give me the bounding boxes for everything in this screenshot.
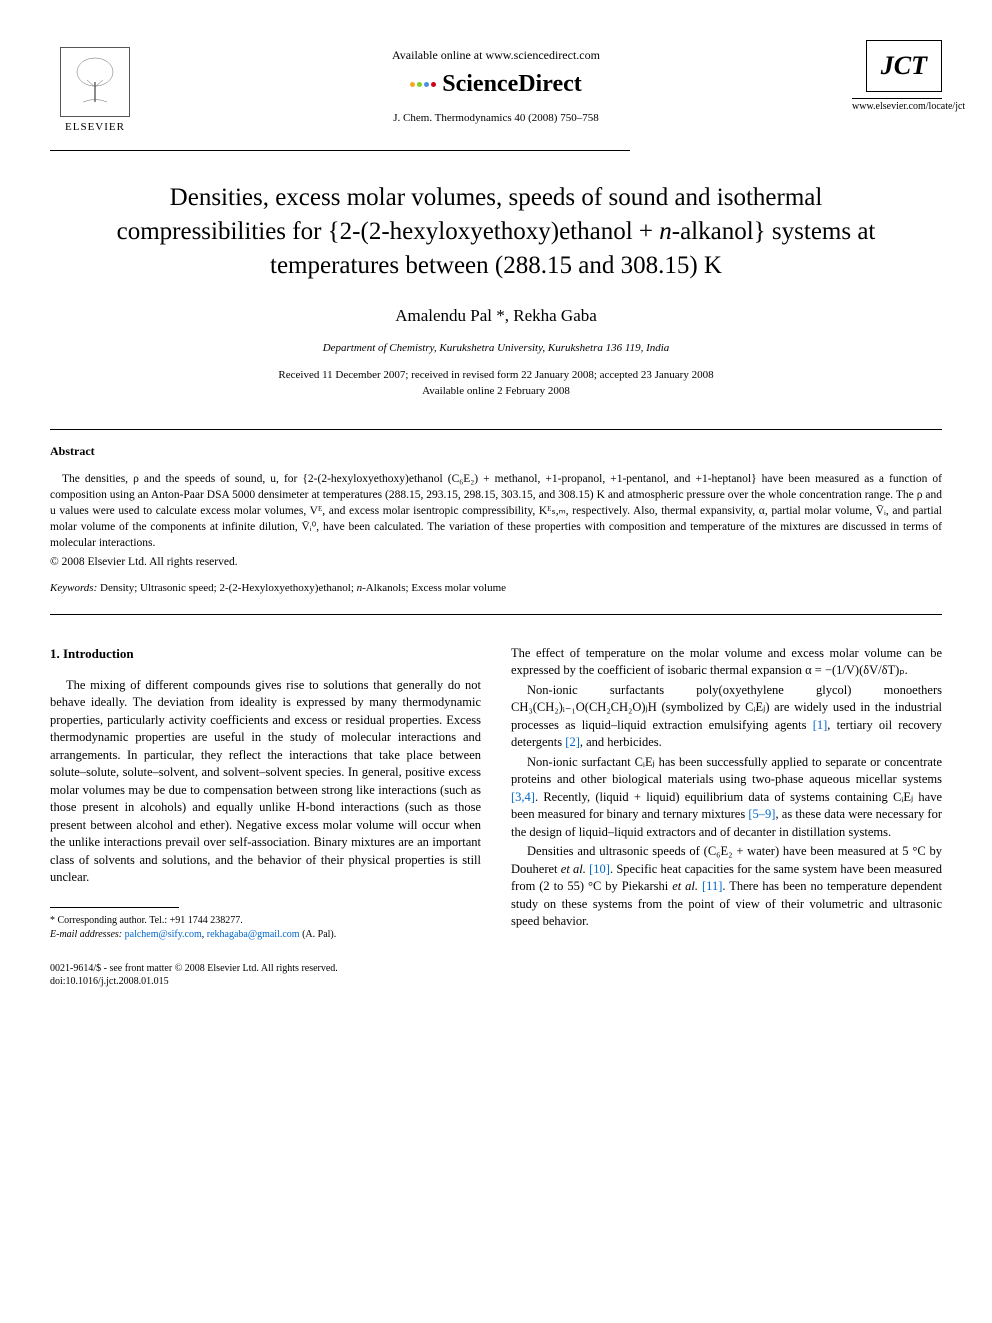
center-header: Available online at www.sciencedirect.co… [140,40,852,124]
available-online-text: Available online at www.sciencedirect.co… [140,48,852,63]
bottom-info: 0021-9614/$ - see front matter © 2008 El… [50,962,942,988]
header-divider [50,150,630,151]
ref-link-2[interactable]: [2] [565,735,580,749]
abstract-heading: Abstract [50,444,942,459]
keywords-label: Keywords: [50,582,97,594]
abstract-bottom-divider [50,614,942,615]
intro-para-4: Non-ionic surfactant CᵢEⱼ has been succe… [511,754,942,842]
abstract-copyright: © 2008 Elsevier Ltd. All rights reserved… [50,556,942,568]
jct-logo: JCT [866,40,942,92]
front-matter-line: 0021-9614/$ - see front matter © 2008 El… [50,962,942,975]
left-column: 1. Introduction The mixing of different … [50,645,481,942]
journal-reference: J. Chem. Thermodynamics 40 (2008) 750–75… [140,112,852,124]
article-title: Densities, excess molar volumes, speeds … [90,181,902,282]
abstract-top-divider [50,429,942,430]
keywords-line: Keywords: Density; Ultrasonic speed; 2-(… [50,582,942,594]
email-link-1[interactable]: palchem@sify.com [125,929,202,940]
ref-link-1[interactable]: [1] [813,718,828,732]
abstract-text: The densities, ρ and the speeds of sound… [50,471,942,551]
sciencedirect-dots-icon [410,82,436,87]
right-column: The effect of temperature on the molar v… [511,645,942,942]
sciencedirect-text: ScienceDirect [442,71,582,98]
dates-received: Received 11 December 2007; received in r… [50,368,942,383]
email-line: E-mail addresses: palchem@sify.com, rekh… [50,928,481,942]
footnote-divider [50,907,179,908]
keywords-text: Density; Ultrasonic speed; 2-(2-Hexyloxy… [100,582,506,594]
intro-para-2: The effect of temperature on the molar v… [511,645,942,680]
intro-para-5: Densities and ultrasonic speeds of (C₆E₂… [511,843,942,931]
elsevier-text: ELSEVIER [65,121,125,133]
ref-link-10[interactable]: [10] [586,862,610,876]
sciencedirect-logo: ScienceDirect [140,71,852,98]
ref-link-11[interactable]: [11] [698,879,722,893]
jct-logo-block: JCT www.elsevier.com/locate/jct [852,40,942,112]
ref-link-3-4[interactable]: [3,4] [511,790,535,804]
intro-para-3: Non-ionic surfactants poly(oxyethylene g… [511,682,942,752]
email-after: (A. Pal). [300,929,337,940]
affiliation: Department of Chemistry, Kurukshetra Uni… [50,342,942,354]
page-header: ELSEVIER Available online at www.science… [50,40,942,140]
intro-heading: 1. Introduction [50,645,481,663]
email-link-2[interactable]: rekhagaba@gmail.com [207,929,300,940]
article-dates: Received 11 December 2007; received in r… [50,368,942,399]
body-columns: 1. Introduction The mixing of different … [50,645,942,942]
authors: Amalendu Pal *, Rekha Gaba [50,306,942,326]
elsevier-logo: ELSEVIER [50,40,140,140]
corresponding-author: * Corresponding author. Tel.: +91 1744 2… [50,914,481,928]
elsevier-tree-icon [60,47,130,117]
intro-para-1: The mixing of different compounds gives … [50,677,481,887]
email-label: E-mail addresses: [50,929,122,940]
dates-available: Available online 2 February 2008 [50,384,942,399]
footnote-block: * Corresponding author. Tel.: +91 1744 2… [50,914,481,942]
ref-link-5-9[interactable]: [5–9] [748,807,775,821]
doi-line: doi:10.1016/j.jct.2008.01.015 [50,975,942,988]
jct-url: www.elsevier.com/locate/jct [852,98,942,112]
